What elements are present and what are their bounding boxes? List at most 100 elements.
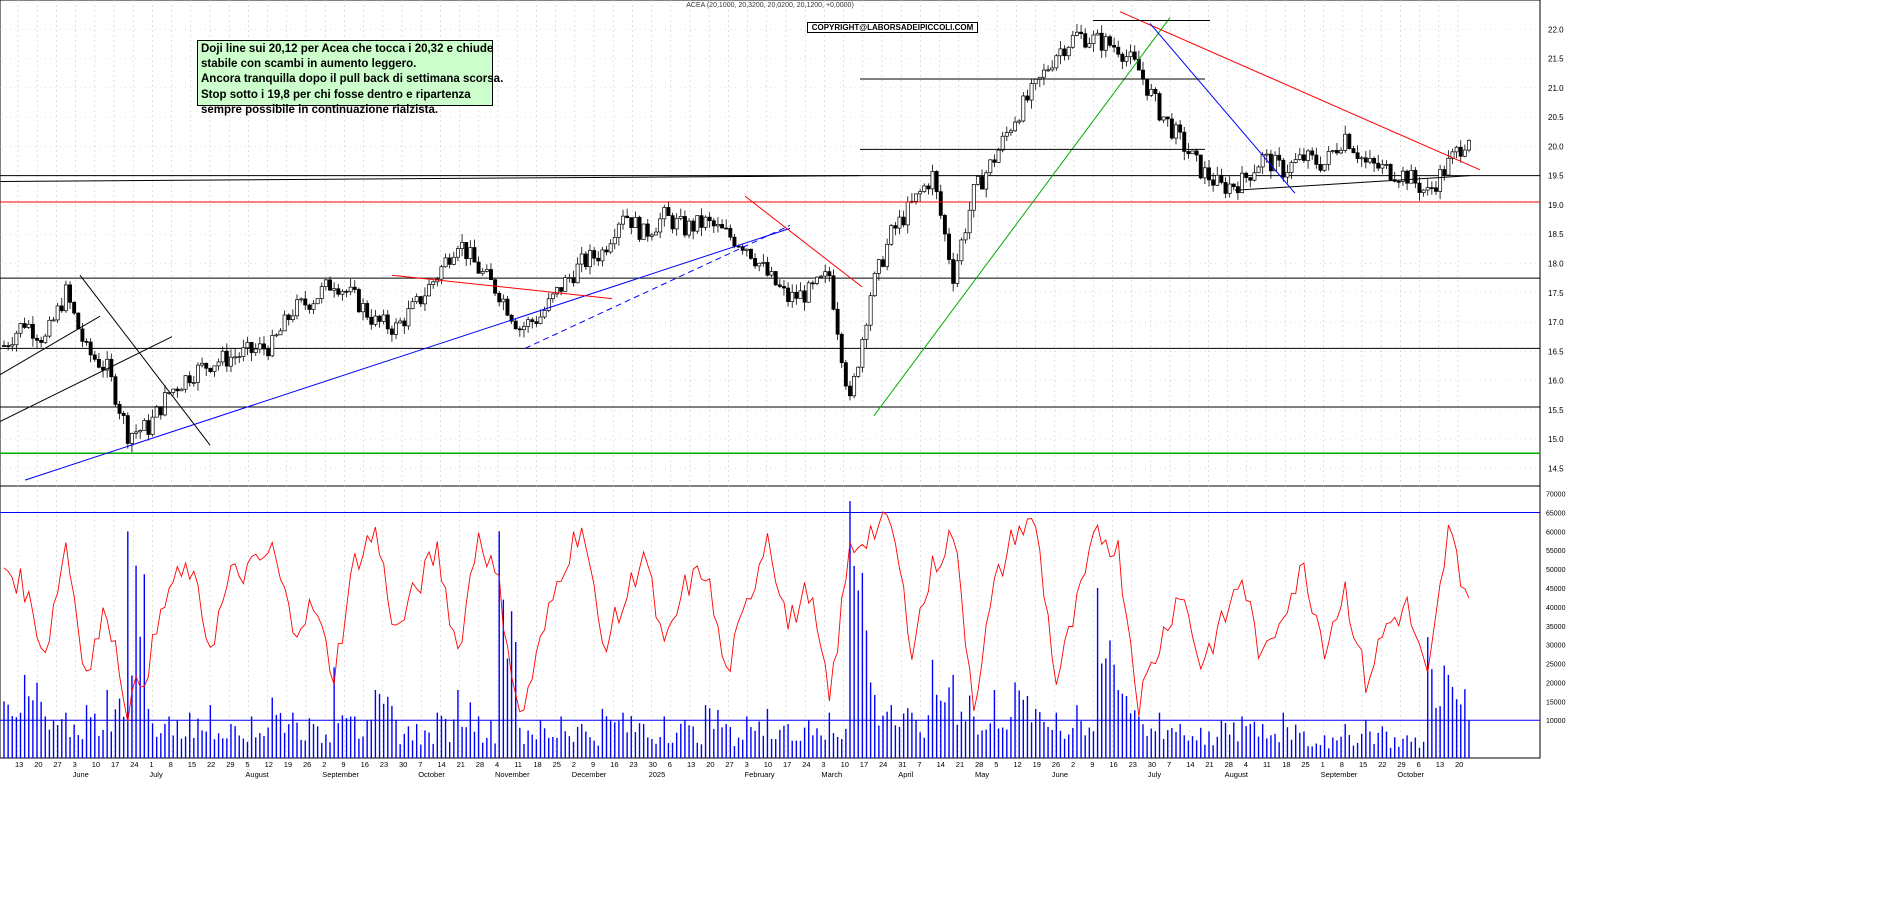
candle-body <box>468 247 473 259</box>
candle-body <box>612 237 617 245</box>
price-tick-label: 19.5 <box>1548 172 1564 181</box>
x-month-label: March <box>821 770 842 779</box>
candle-body <box>526 319 531 327</box>
candle-body <box>629 217 634 229</box>
candle-body <box>146 420 151 435</box>
candle-body <box>942 215 947 235</box>
candle-body <box>1297 154 1302 160</box>
candle-body <box>72 302 77 314</box>
candle-body <box>1409 169 1414 184</box>
candle-body <box>682 216 687 236</box>
candle-body <box>563 277 568 292</box>
candle-body <box>914 193 918 202</box>
candle-body <box>344 290 349 293</box>
x-day-label: 16 <box>610 760 618 769</box>
candle-body <box>1182 131 1187 152</box>
candle-body <box>92 354 97 360</box>
volume-tick-label: 15000 <box>1546 699 1566 706</box>
candle-body <box>117 404 122 414</box>
candle-body <box>616 223 621 238</box>
candle-body <box>1079 31 1084 35</box>
candle-body <box>786 287 791 302</box>
candle-body <box>980 176 984 190</box>
candle-body <box>1277 154 1282 161</box>
candle-body <box>1293 159 1298 163</box>
candle-body <box>134 431 139 434</box>
candle-body <box>253 348 258 353</box>
price-tick-label: 20.0 <box>1548 142 1564 151</box>
candle-body <box>55 305 60 321</box>
candle-body <box>385 314 390 330</box>
candle-body <box>158 406 163 416</box>
candle-body <box>381 314 386 322</box>
candle-body <box>96 359 101 368</box>
candle-body <box>26 323 31 328</box>
candle-body <box>513 320 518 330</box>
candle-body <box>484 269 489 272</box>
x-day-label: 9 <box>591 760 595 769</box>
trendline <box>744 195 863 288</box>
x-day-label: 9 <box>1090 760 1094 769</box>
candle-body <box>1281 159 1286 178</box>
candle-body <box>1405 170 1410 184</box>
trendline <box>524 224 791 349</box>
x-month-label: December <box>572 770 607 779</box>
x-day-label: 18 <box>1282 760 1290 769</box>
candle-body <box>472 247 477 263</box>
candle-body <box>1050 67 1055 71</box>
price-tick-label: 19.0 <box>1548 201 1564 210</box>
candle-body <box>1355 152 1360 160</box>
x-day-label: 28 <box>476 760 484 769</box>
candle-body <box>451 256 456 265</box>
candle-body <box>748 248 753 259</box>
volume-tick-label: 50000 <box>1546 567 1566 574</box>
candle-body <box>282 314 287 332</box>
candle-body <box>43 335 48 343</box>
candle-body <box>1467 140 1471 151</box>
candle-body <box>39 340 44 343</box>
candle-body <box>575 263 580 284</box>
x-day-label: 19 <box>284 760 292 769</box>
candle-body <box>666 207 671 216</box>
x-day-label: 22 <box>207 760 215 769</box>
candle-body <box>728 227 733 238</box>
candle-body <box>773 271 778 286</box>
candle-body <box>80 328 85 342</box>
x-day-label: 30 <box>649 760 657 769</box>
x-day-label: 21 <box>956 760 964 769</box>
candle-body <box>645 223 650 237</box>
price-tick-label: 16.0 <box>1548 377 1564 386</box>
price-tick-label: 18.0 <box>1548 259 1564 268</box>
candle-body <box>1285 171 1290 178</box>
x-month-label: November <box>495 770 530 779</box>
candle-body <box>934 171 939 193</box>
x-day-label: 21 <box>1205 760 1213 769</box>
candle-body <box>1314 154 1319 165</box>
candle-body <box>806 282 811 303</box>
candle-body <box>1054 55 1059 69</box>
candle-body <box>1207 167 1211 181</box>
candle-body <box>703 216 708 228</box>
candle-body <box>872 273 877 297</box>
candle-body <box>658 218 663 233</box>
candle-body <box>864 324 869 340</box>
x-day-label: 10 <box>92 760 100 769</box>
candle-body <box>1368 158 1372 163</box>
candle-body <box>922 185 927 192</box>
price-tick-label: 18.5 <box>1548 230 1564 239</box>
candle-body <box>1289 162 1294 173</box>
candle-body <box>988 159 993 174</box>
candle-body <box>497 292 502 303</box>
candle-body <box>827 271 832 277</box>
candle-body <box>22 323 27 328</box>
candle-body <box>1454 146 1459 153</box>
candle-body <box>509 314 514 322</box>
x-day-label: 7 <box>917 760 921 769</box>
candle-body <box>1153 88 1158 94</box>
candle-body <box>897 216 902 229</box>
candle-body <box>1301 154 1306 161</box>
candle-body <box>1359 157 1364 160</box>
candle-body <box>1334 150 1339 154</box>
candle-body <box>765 262 770 276</box>
price-tick-label: 21.5 <box>1548 55 1564 64</box>
